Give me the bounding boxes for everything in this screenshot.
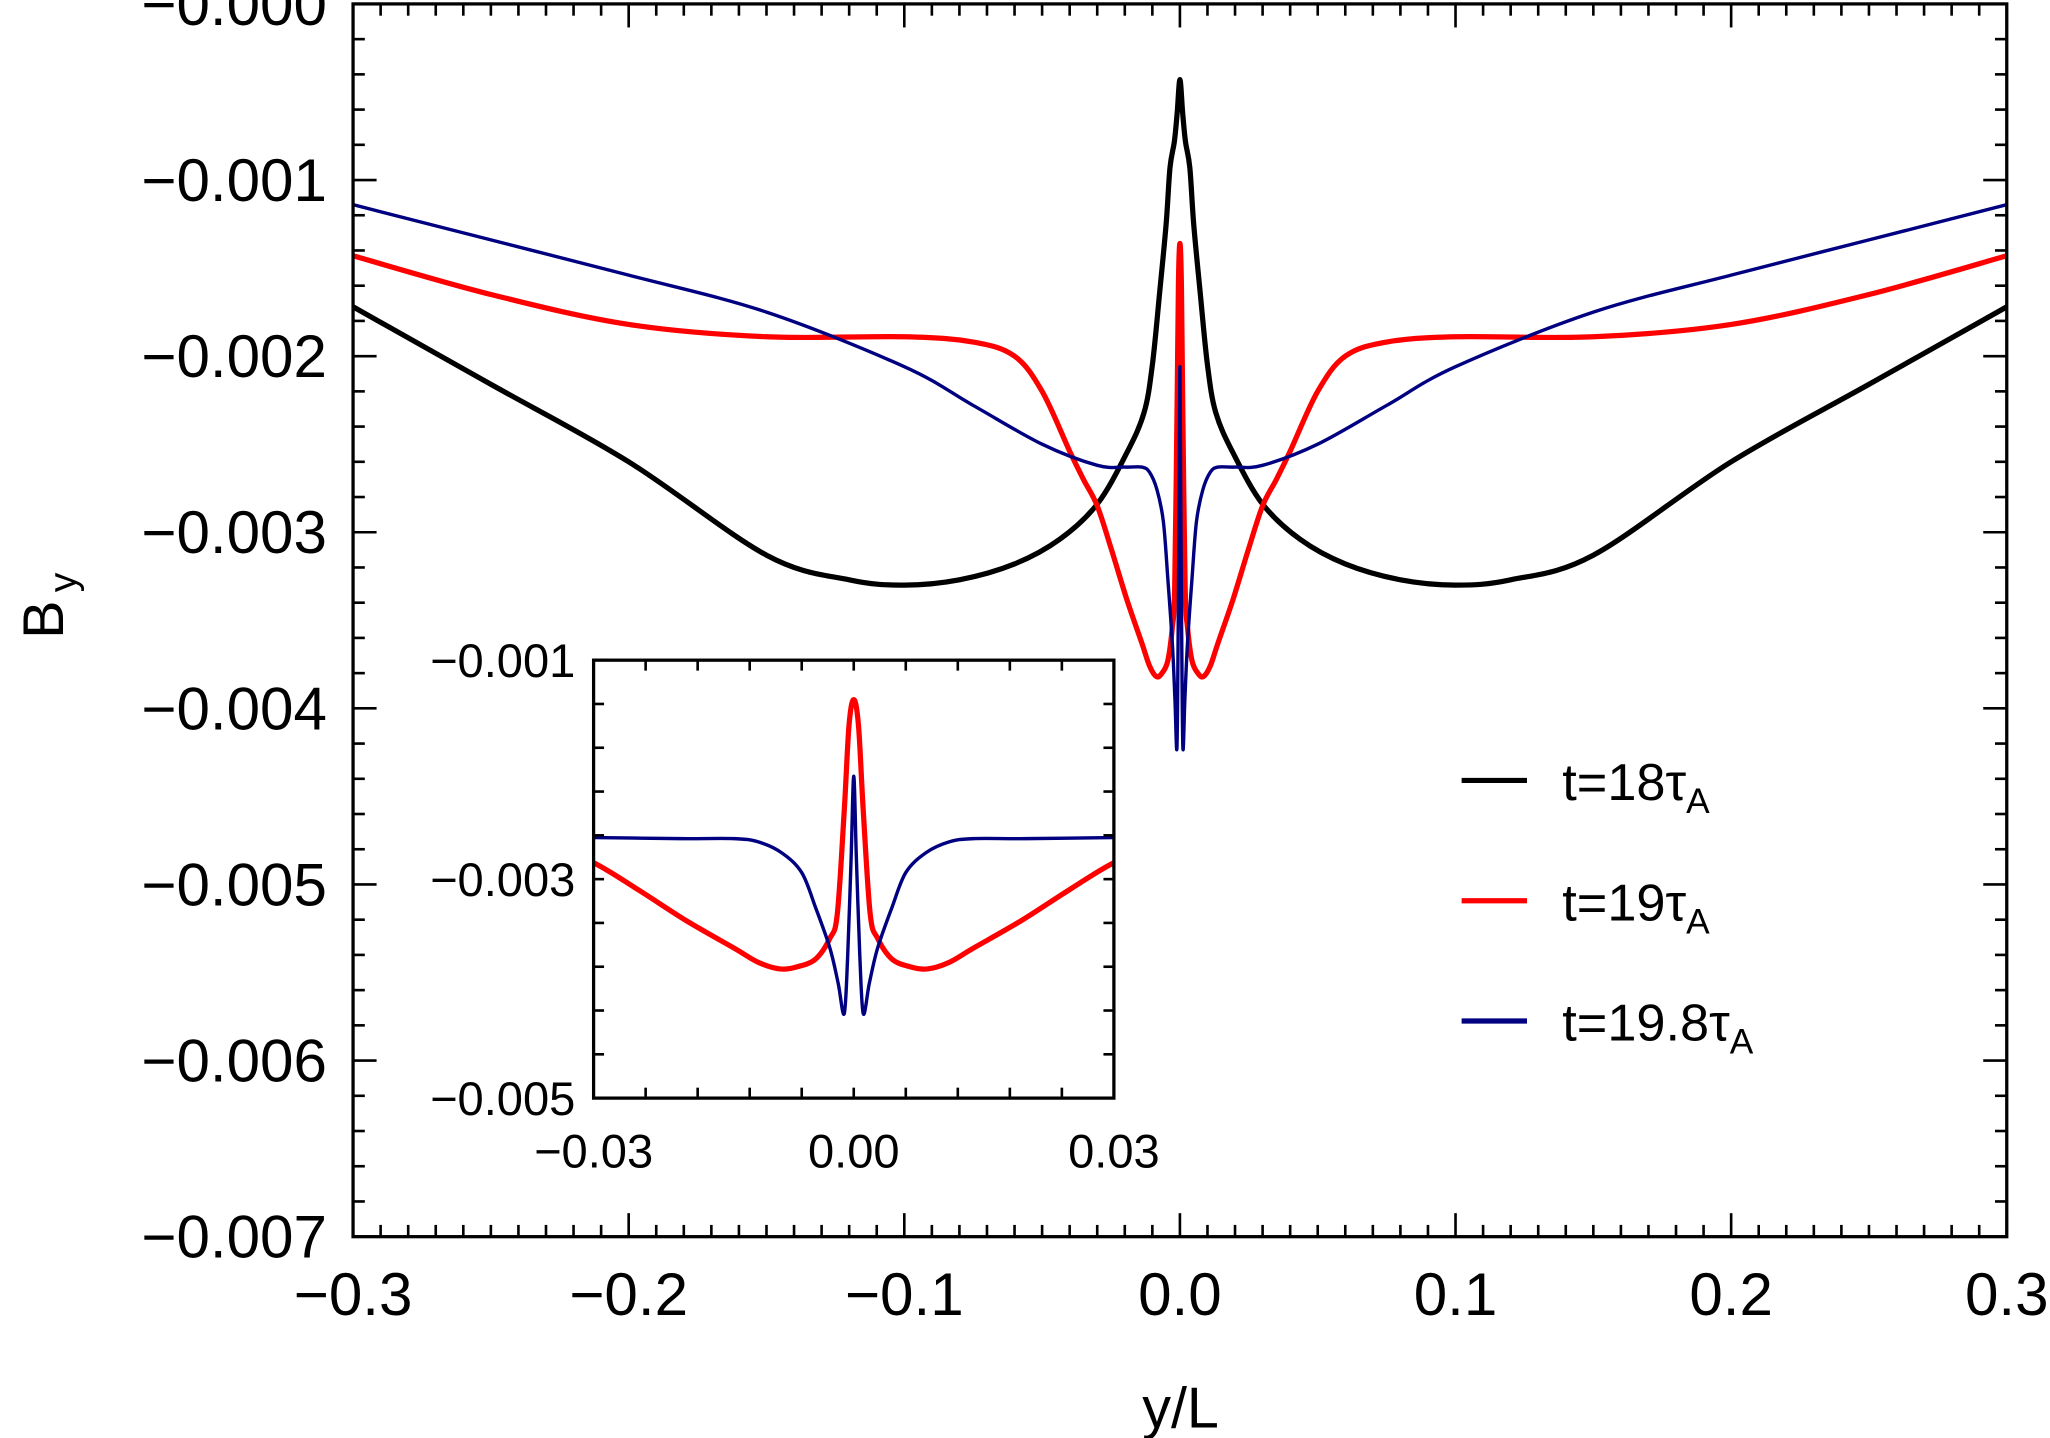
legend-label-main: t=18τ [1562,754,1686,812]
inset-x-tick-label: 0.03 [1068,1124,1160,1177]
inset-x-tick-label: −0.03 [534,1124,653,1177]
inset-y-tick-label: −0.005 [430,1072,575,1125]
inset-axis-ticks [592,658,1116,1100]
series-line-1 [353,77,2007,588]
main-axis-ticks [351,2,2009,1238]
inset-y-tick-label: −0.001 [430,634,575,687]
main-plot-lines [353,77,2007,752]
legend-label-sub: A [1730,1023,1754,1062]
legend-label-main: t=19.8τ [1562,995,1730,1053]
x-tick-label: −0.3 [294,1261,413,1328]
legend-label: t=18τA [1562,754,1710,821]
inset-x-tick-label: 0.00 [808,1124,900,1177]
inset-background [593,660,1114,1099]
x-tick-label: 0.0 [1138,1261,1222,1328]
y-tick-label: −0.003 [141,499,327,566]
y-axis-label-main: B [12,600,76,638]
main-tick-labels: −0.3 −0.2 −0.1 0.0 0.1 0.2 0.3−0.000−0.001−0.0… [141,0,2048,1328]
x-axis-label: y/L [1142,1377,1219,1438]
x-tick-label: −0.1 [845,1261,964,1328]
legend-label: t=19τA [1562,874,1710,941]
y-tick-label: −0.000 [141,0,327,38]
legend-label-sub: A [1686,782,1710,821]
legend-item-3: t=19.8τA [1461,995,1754,1062]
y-tick-label: −0.006 [141,1027,327,1094]
y-tick-label: −0.007 [141,1204,327,1271]
x-tick-label: 0.2 [1689,1261,1773,1328]
series-line-2 [353,240,2007,680]
legend-label-main: t=19τ [1562,874,1686,932]
inset-series-line-2 [593,774,1114,1016]
legend-item-2: t=19τA [1461,874,1710,941]
inset-y-tick-label: −0.003 [430,853,575,906]
y-axis-label-sub: y [42,572,85,592]
y-tick-label: −0.002 [141,323,327,390]
inset-tick-labels: −0.03 0.00 0.03 −0.001 −0.003 −0.005 [430,634,1160,1177]
legend-item-1: t=18τA [1461,754,1710,821]
inset-series-line-1 [593,696,1114,972]
inset-plot-lines [593,696,1114,1016]
y-tick-label: −0.001 [141,147,327,214]
x-tick-label: 0.3 [1965,1261,2049,1328]
y-tick-label: −0.004 [141,675,327,742]
legend-label: t=19.8τA [1562,995,1753,1062]
y-axis-label: B y [12,572,85,639]
series-line-3 [353,203,2007,752]
x-tick-label: −0.2 [569,1261,688,1328]
x-tick-label: 0.1 [1414,1261,1498,1328]
y-tick-label: −0.005 [141,851,327,918]
legend-label-sub: A [1686,902,1710,941]
